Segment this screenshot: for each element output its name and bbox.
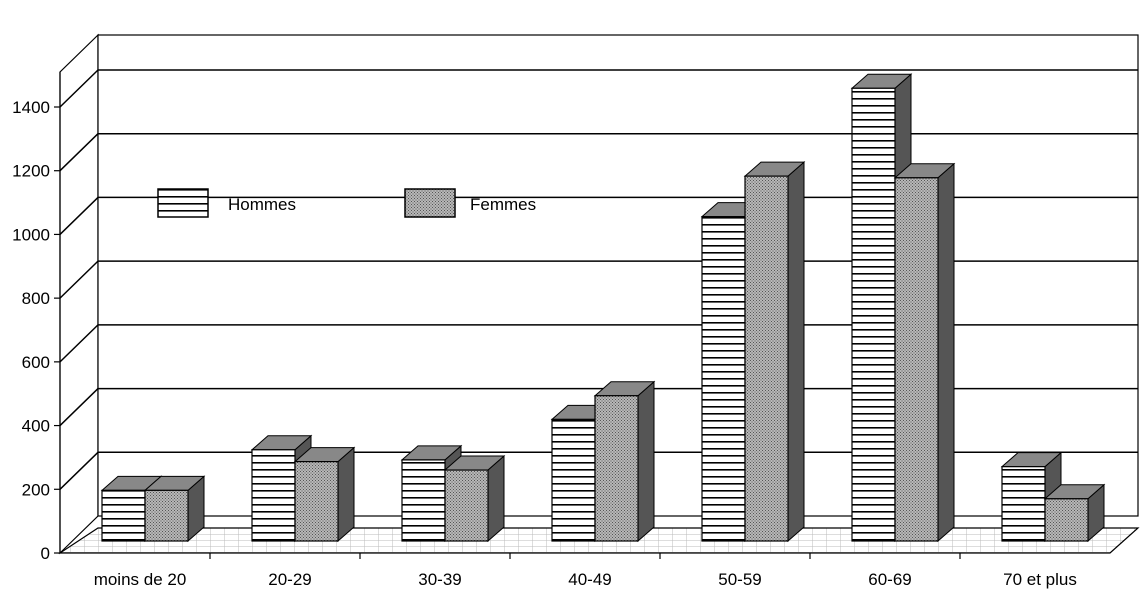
legend-swatch-hommes [157,188,209,218]
bar-femmes-4 [743,161,806,543]
legend-label-femmes: Femmes [470,195,536,214]
y-tick-label: 400 [22,417,50,436]
y-tick-label: 1400 [12,98,50,117]
bar-front [594,395,639,542]
y-tick-label: 600 [22,353,50,372]
bar-front [144,489,189,542]
bar-femmes-1 [293,446,356,543]
bar-front [744,175,789,542]
bar-femmes-2 [443,454,506,543]
bar-side [787,161,805,543]
legend-swatch-femmes [404,188,456,218]
grid-line-side [59,133,99,172]
grid-line-side [59,69,99,108]
y-tick-label: 0 [41,544,50,563]
bar-femmes-3 [593,380,656,543]
grid-line-side [59,388,99,427]
left-wall [59,33,99,555]
bar-front [701,216,746,542]
bar-front [401,459,446,542]
x-tick-label: 20-29 [268,570,311,589]
bar-front [101,489,146,542]
bar-front [1001,466,1046,542]
y-axis-ticks: 0 200 400 600 800 1000 1200 1400 [12,72,61,563]
y-tick-label: 800 [22,289,50,308]
y-tick-label: 200 [22,480,50,499]
x-tick-label: 30-39 [418,570,461,589]
y-tick-label: 1200 [12,162,50,181]
x-tick-label: 40-49 [568,570,611,589]
grid-line-side [59,196,99,235]
x-tick-label: 50-59 [718,570,761,589]
bar-front [1044,498,1089,542]
bar-front [894,177,939,542]
x-axis-ticks: moins de 20 20-29 30-39 40-49 50-59 60-69 70 e… [94,553,1077,589]
bar-front [851,87,896,542]
bar-front [551,418,596,542]
grid-line-side [59,451,99,490]
bar-side [487,454,505,543]
bar-side [337,446,355,543]
bar-front [251,449,296,542]
bar-femmes-0 [143,475,206,543]
grid-line-side [59,324,99,363]
x-tick-label: moins de 20 [94,570,187,589]
bar-front [444,469,489,542]
bar-front [294,461,339,542]
bars [100,73,1106,543]
bar-femmes-5 [893,162,956,543]
bar-side [937,162,955,543]
x-tick-label: 70 et plus [1003,570,1077,589]
bar-femmes-6 [1043,483,1106,543]
x-tick-label: 60-69 [868,570,911,589]
grid-line-side [59,260,99,299]
legend: Hommes Femmes [157,188,536,218]
y-tick-label: 1000 [12,225,50,244]
bar-side [637,380,655,543]
legend-label-hommes: Hommes [228,195,296,214]
